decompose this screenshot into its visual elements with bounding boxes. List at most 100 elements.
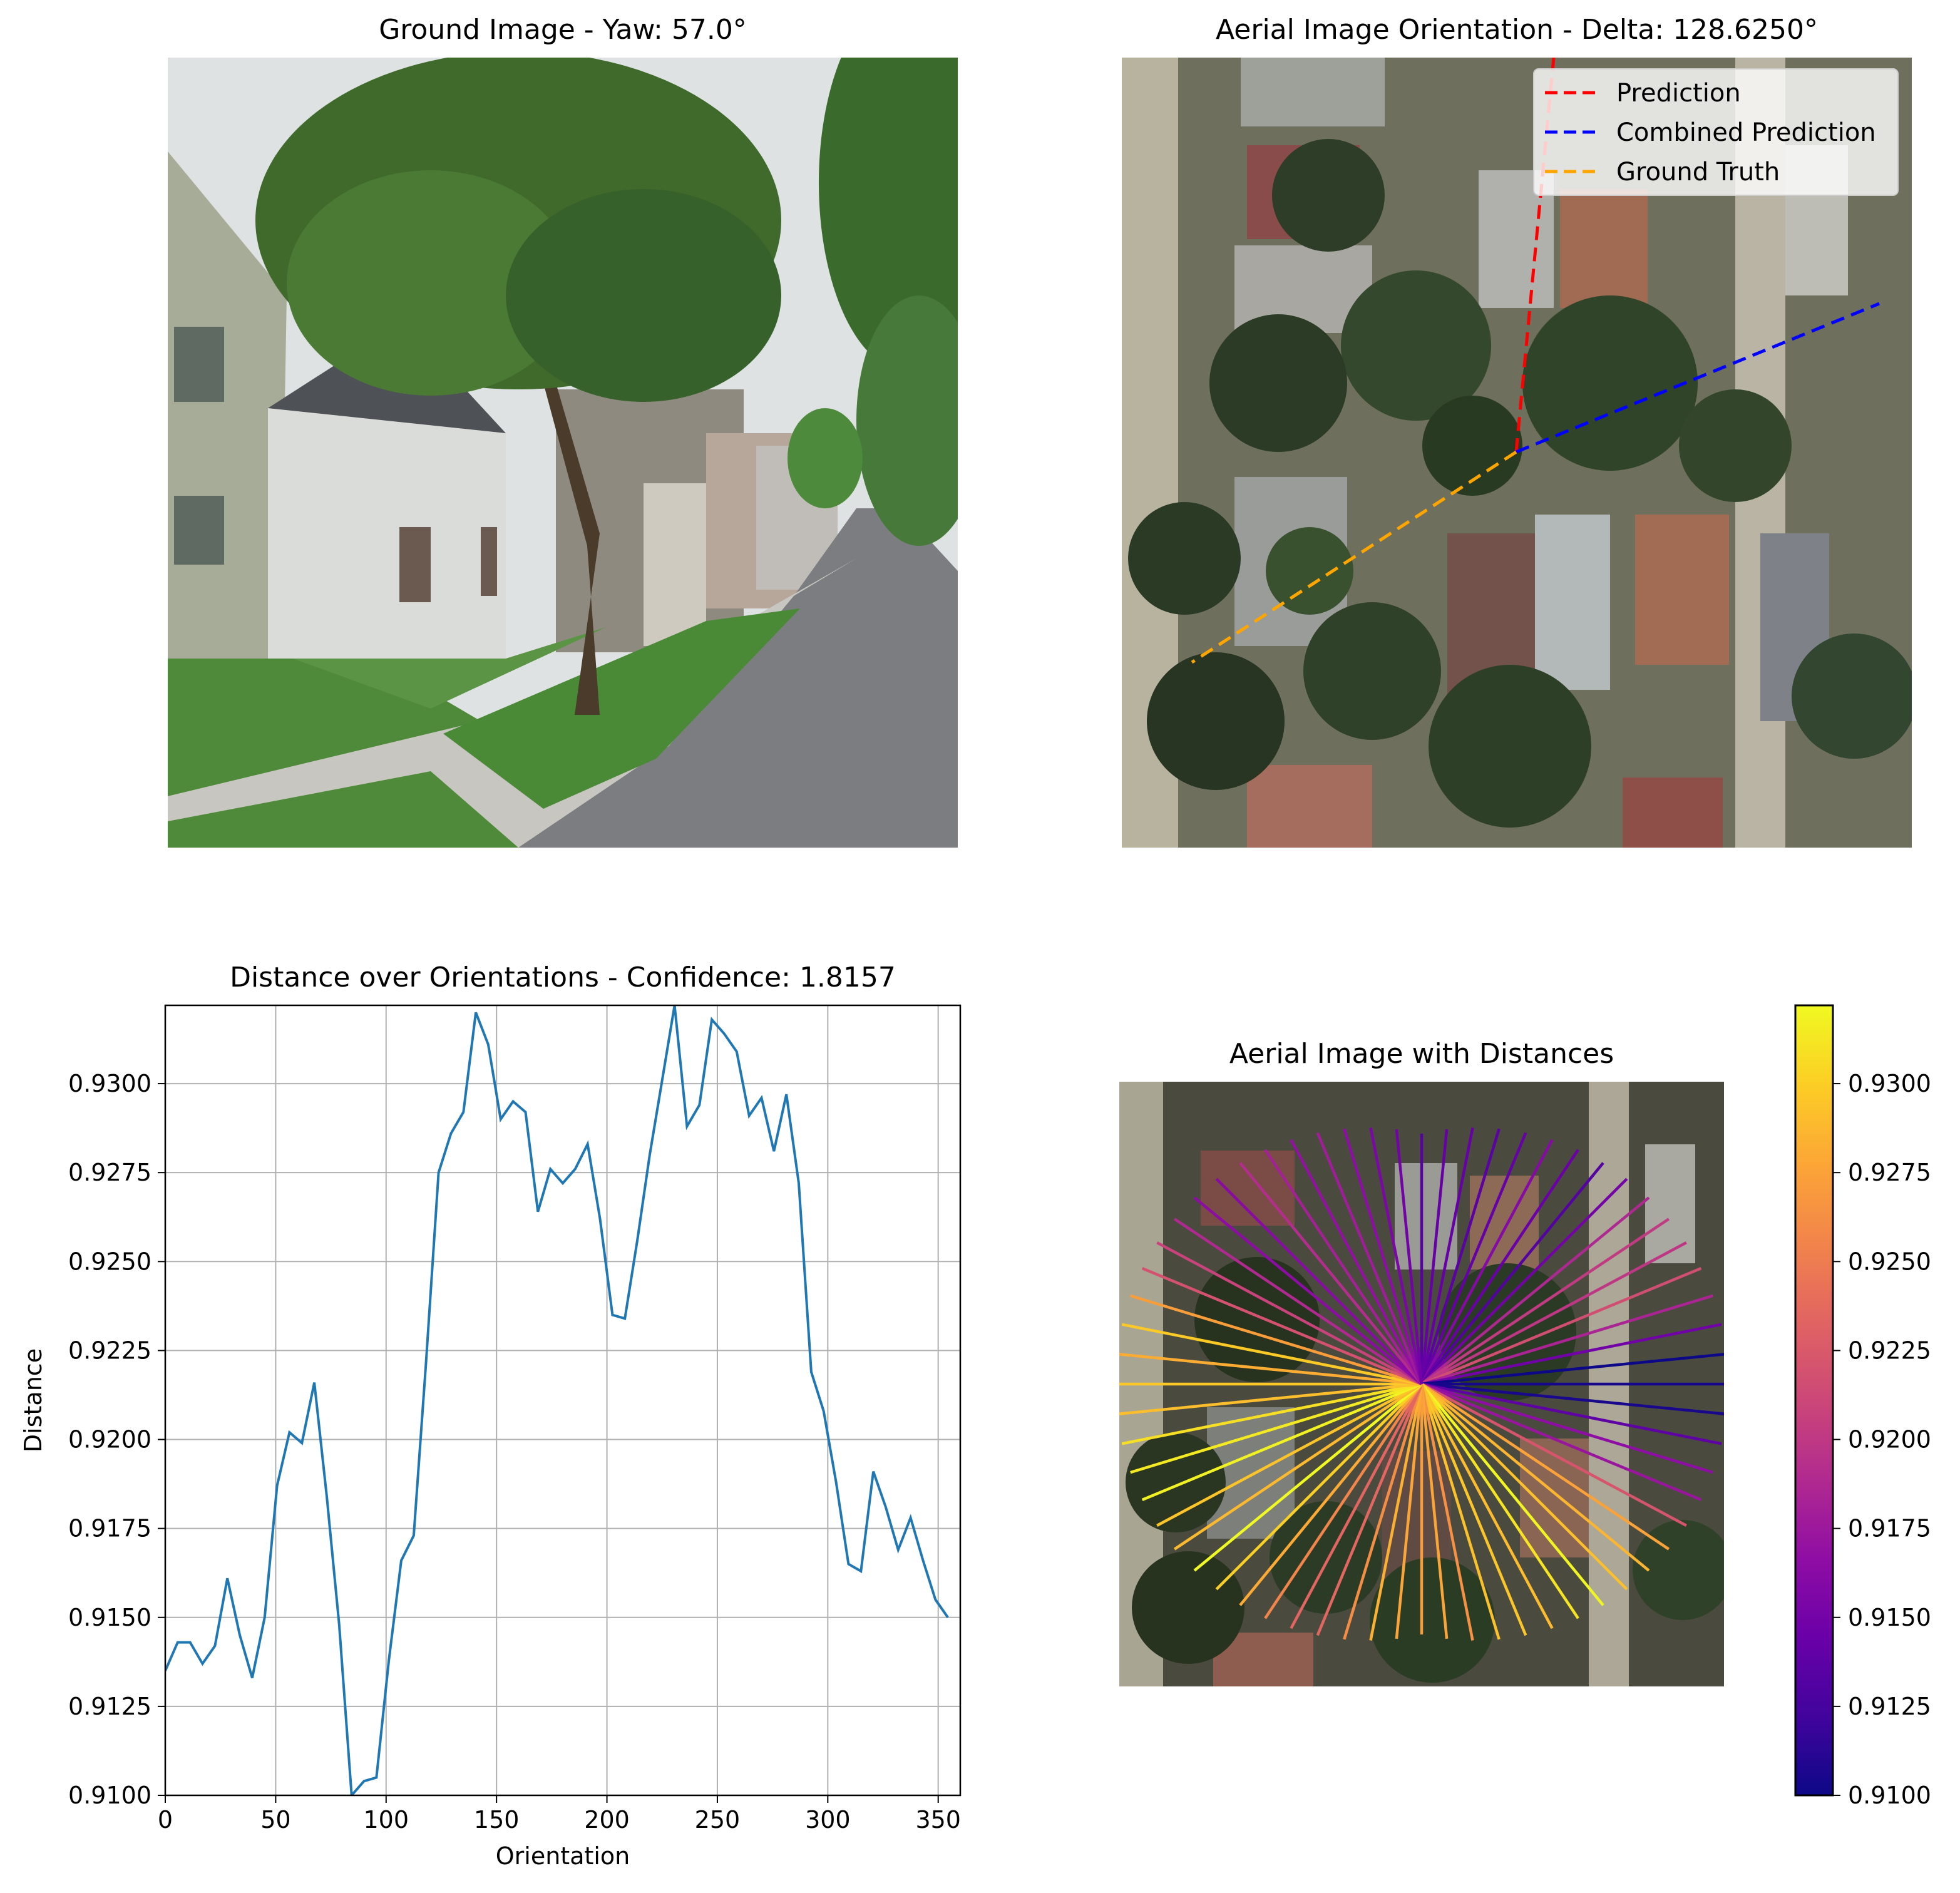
distance-ray	[1421, 1323, 1722, 1386]
x-tick-label: 50	[260, 1806, 290, 1834]
distance-ray	[1316, 1132, 1424, 1385]
distance-ray	[1420, 1127, 1474, 1385]
distance-ray	[1421, 1382, 1702, 1501]
distance-ray	[1421, 1382, 1713, 1474]
colorbar-tick-label: 0.9275	[1848, 1159, 1931, 1186]
distance-ray	[1173, 1218, 1423, 1385]
distance-ray	[1156, 1241, 1423, 1385]
distance-ray	[1420, 1132, 1527, 1385]
distance-ray	[1420, 1149, 1579, 1385]
ground-image-title: Ground Image - Yaw: 57.0°	[379, 14, 747, 46]
y-axis-label: Distance	[19, 1348, 47, 1452]
distance-ray	[1420, 1383, 1687, 1527]
distance-ray	[1420, 1383, 1628, 1591]
distance-ray	[1421, 1382, 1722, 1445]
x-tick-label: 350	[915, 1806, 961, 1834]
distance-ray	[1420, 1383, 1449, 1639]
colorbar-tick-label: 0.9300	[1848, 1070, 1931, 1097]
x-axis-label: Orientation	[496, 1842, 630, 1870]
aerial-distances-title: Aerial Image with Distances	[1229, 1038, 1614, 1070]
distance-ray	[1420, 1177, 1628, 1385]
colorbar-tick-label: 0.9125	[1848, 1693, 1931, 1720]
distance-ray	[1316, 1383, 1424, 1636]
ground-image	[168, 58, 958, 848]
distance-ray	[1369, 1383, 1424, 1641]
distance-ray	[1420, 1241, 1687, 1385]
distance-ray	[1420, 1383, 1650, 1572]
y-tick-label: 0.9225	[68, 1336, 151, 1364]
distance-chart: 0 50 100 150 200 250 300 350 0.9100 0.9125 0.9150 0…	[0, 977, 977, 1893]
x-tick-label: 300	[805, 1806, 851, 1834]
distance-ray	[1343, 1383, 1424, 1640]
distance-ray	[1420, 1139, 1554, 1385]
x-tick-label: 150	[474, 1806, 520, 1834]
distance-ray	[1215, 1383, 1423, 1591]
distance-ray	[1420, 1129, 1449, 1385]
legend-ground-truth: Ground Truth	[1616, 158, 1780, 187]
distance-ray	[1239, 1383, 1423, 1606]
y-tick-label: 0.9200	[68, 1426, 151, 1454]
distance-series-line	[165, 1005, 949, 1795]
distance-ray	[1264, 1383, 1423, 1619]
distance-ray	[1421, 1267, 1702, 1386]
distance-chart-title: Distance over Orientations - Confidence:…	[230, 962, 896, 993]
y-tick-label: 0.9275	[68, 1159, 151, 1186]
x-tick-label: 100	[364, 1806, 409, 1834]
distance-ray	[1239, 1162, 1423, 1385]
y-tick-label: 0.9250	[68, 1248, 151, 1275]
colorbar: 0.9100 0.9125 0.9150 0.9175 0.9200 0.9225 0.92…	[1790, 1002, 1960, 1815]
y-tick-label: 0.9300	[68, 1070, 151, 1097]
distance-ray	[1173, 1383, 1423, 1551]
distance-ray	[1119, 1353, 1422, 1386]
distance-ray	[1421, 1294, 1713, 1386]
colorbar-tick-label: 0.9200	[1848, 1426, 1931, 1454]
colorbar-tick-label: 0.9150	[1848, 1604, 1931, 1631]
distance-ray	[1130, 1294, 1422, 1386]
y-tick-label: 0.9125	[68, 1693, 151, 1720]
distance-ray	[1156, 1383, 1423, 1527]
legend-prediction: Prediction	[1616, 79, 1741, 108]
distance-ray	[1420, 1196, 1650, 1385]
distance-ray	[1421, 1382, 1724, 1415]
distance-ray	[1119, 1382, 1422, 1415]
distance-ray	[1395, 1383, 1424, 1639]
distance-ray	[1420, 1383, 1554, 1629]
aerial-distances-image	[1119, 1082, 1724, 1686]
distance-ray	[1141, 1267, 1422, 1386]
x-tick-label: 250	[695, 1806, 741, 1834]
y-tick-label: 0.9175	[68, 1515, 151, 1542]
y-tick-label: 0.9100	[68, 1782, 151, 1809]
legend: Prediction Combined Prediction Ground Tr…	[1533, 68, 1899, 196]
distance-ray	[1420, 1128, 1501, 1385]
distance-ray	[1420, 1383, 1527, 1636]
x-tick-label: 200	[584, 1806, 630, 1834]
aerial-orientation-title: Aerial Image Orientation - Delta: 128.62…	[1215, 14, 1819, 46]
distance-ray	[1290, 1139, 1423, 1385]
distance-ray	[1215, 1177, 1423, 1385]
distance-ray	[1290, 1383, 1423, 1629]
distance-ray	[1420, 1383, 1604, 1606]
colorbar-tick-label: 0.9250	[1848, 1248, 1931, 1275]
legend-combined-prediction: Combined Prediction	[1616, 118, 1876, 147]
distance-ray	[1420, 1383, 1670, 1551]
distance-ray	[1420, 1383, 1579, 1619]
distance-ray	[1121, 1323, 1422, 1386]
distance-ray	[1369, 1127, 1424, 1385]
colorbar-tick-label: 0.9225	[1848, 1336, 1931, 1364]
distance-rays	[1119, 1127, 1724, 1641]
distance-ray	[1193, 1196, 1423, 1385]
distance-ray	[1420, 1383, 1501, 1640]
distance-ray	[1121, 1382, 1422, 1445]
plot-frame	[164, 1004, 962, 1797]
distance-ray	[1420, 1383, 1474, 1641]
distance-ray	[1421, 1353, 1724, 1386]
colorbar-tick-label: 0.9175	[1848, 1515, 1931, 1542]
distance-ray	[1193, 1383, 1423, 1572]
combined-prediction-line	[1516, 302, 1880, 454]
y-tick-label: 0.9150	[68, 1604, 151, 1631]
distance-ray	[1264, 1149, 1423, 1385]
distance-ray	[1141, 1382, 1422, 1501]
distance-ray	[1395, 1129, 1424, 1385]
distance-ray	[1420, 1218, 1670, 1385]
x-tick-label: 0	[158, 1806, 173, 1834]
